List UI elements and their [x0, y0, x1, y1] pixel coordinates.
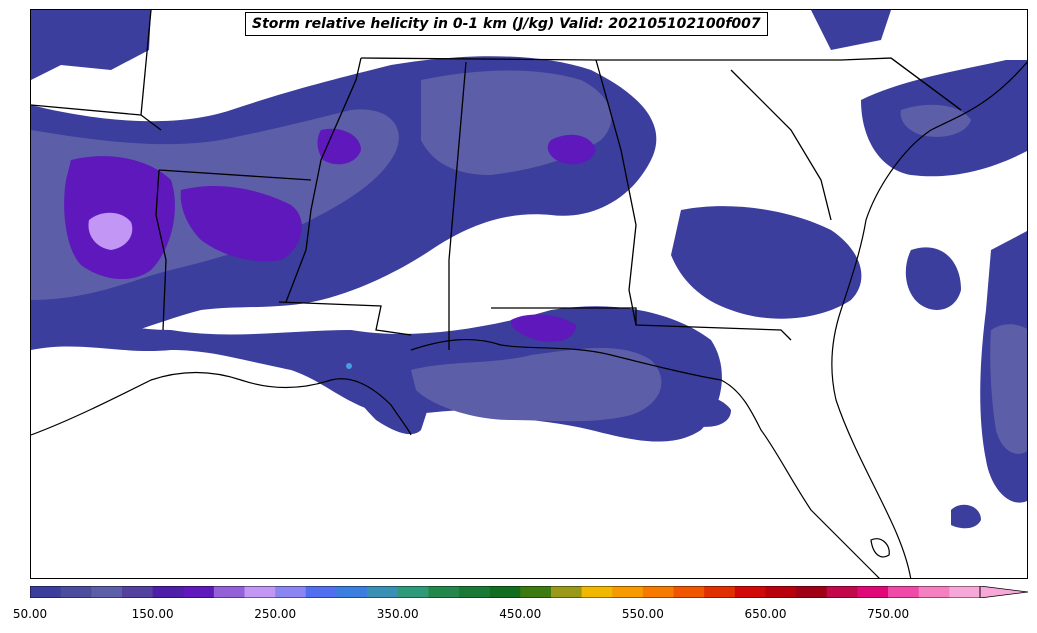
map-panel [30, 9, 1028, 579]
colorbar-segment [275, 586, 307, 598]
colorbar-segment [397, 586, 429, 598]
colorbar-segment [428, 586, 460, 598]
colorbar-segment [826, 586, 858, 598]
colorbar-extend-arrow [979, 586, 1029, 598]
colorbar-segment [857, 586, 889, 598]
colorbar-segment [121, 586, 154, 598]
state-boundaries [31, 10, 962, 350]
colorbar [30, 586, 1029, 598]
colorbar-tick-label: 350.00 [376, 607, 419, 621]
colorbar-tick-label: 50.00 [12, 607, 48, 621]
colorbar-segment [244, 586, 276, 598]
colorbar-segment [918, 586, 950, 598]
colorbar-tick-label: 150.00 [131, 607, 174, 621]
helicity-map [31, 10, 1027, 578]
colorbar-segment [489, 586, 521, 598]
colorbar-segment [305, 586, 337, 598]
colorbar-segment [152, 586, 184, 598]
colorbar-segment [30, 586, 62, 598]
colorbar-segment [367, 586, 399, 598]
colorbar-segment [459, 586, 491, 598]
colorbar-segment [704, 586, 736, 598]
colorbar-segment [183, 586, 215, 598]
colorbar-outline [30, 586, 981, 598]
colorbar-segment [336, 586, 368, 598]
colorbar-segment [642, 586, 675, 598]
colorbar-tick-label: 250.00 [254, 607, 297, 621]
colorbar-tick-label: 650.00 [744, 607, 787, 621]
colorbar-segment [734, 586, 766, 598]
colorbar-segment [796, 586, 828, 598]
colorbar-segment [550, 586, 583, 598]
colorbar-segment [673, 586, 705, 598]
colorbar-segment [949, 586, 981, 598]
map-title: Storm relative helicity in 0-1 km (J/kg)… [245, 12, 768, 36]
colorbar-segment [520, 586, 552, 598]
colorbar-segment [888, 586, 920, 598]
helicity-fill-extreme [346, 363, 352, 369]
helicity-fill-peak [88, 212, 133, 250]
colorbar-segment [91, 586, 123, 598]
colorbar-tick-label: 450.00 [499, 607, 542, 621]
colorbar-segment [612, 586, 644, 598]
coastline [31, 61, 1027, 578]
colorbar-segment [213, 586, 246, 598]
colorbar-segment [765, 586, 797, 598]
colorbar-tick-label: 550.00 [621, 607, 664, 621]
colorbar-segment [581, 586, 613, 598]
colorbar-segment [60, 586, 92, 598]
colorbar-tick-label: 750.00 [867, 607, 910, 621]
